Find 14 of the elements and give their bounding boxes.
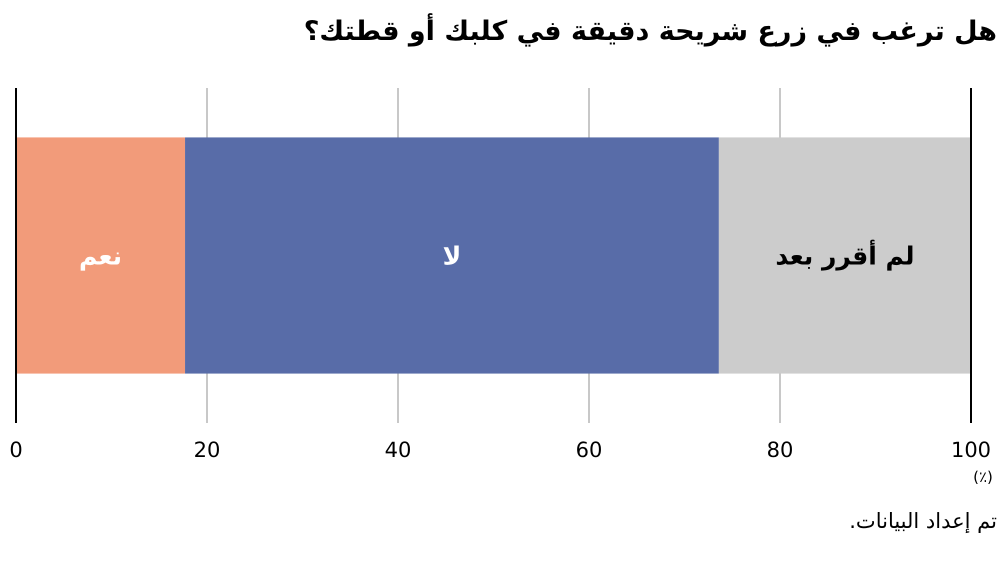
- series-label: لم أقرر بعد: [775, 240, 915, 272]
- x-axis-title: (٪): [973, 468, 993, 486]
- x-tick-label: 40: [384, 438, 412, 462]
- text: تم إعداد البيانات.: [849, 509, 998, 534]
- x-tick-label: 60: [576, 438, 602, 462]
- x-tick-label: 0: [9, 438, 23, 462]
- series-label: لا: [442, 242, 462, 270]
- x-tick-label: 100: [950, 438, 992, 462]
- x-tick-label: 80: [766, 438, 794, 462]
- series-label: نعم: [78, 242, 122, 272]
- bar: [16, 137, 186, 374]
- x-tick-label: 20: [194, 438, 220, 462]
- chart-title: هل ترغب في زرع شريحة دقيقة في كلبك أو قطتك؟: [304, 13, 997, 47]
- bar: [185, 137, 719, 374]
